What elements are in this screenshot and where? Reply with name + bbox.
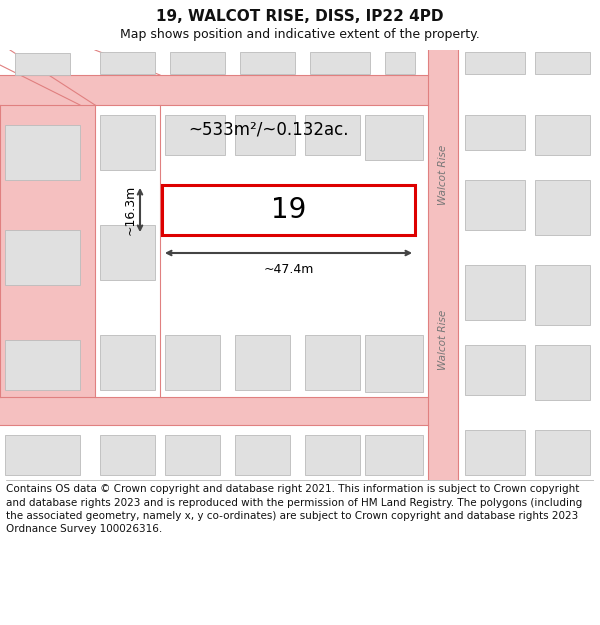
Text: ~16.3m: ~16.3m: [124, 185, 137, 235]
Bar: [100, 115, 155, 170]
Bar: [465, 115, 525, 150]
Bar: [535, 430, 590, 475]
Bar: [5, 125, 80, 180]
Bar: [305, 335, 360, 390]
Bar: [465, 265, 525, 320]
Bar: [100, 52, 155, 74]
Bar: [365, 115, 423, 160]
Text: Walcot Rise: Walcot Rise: [438, 145, 448, 205]
Bar: [5, 340, 80, 390]
Bar: [162, 185, 415, 235]
Bar: [165, 335, 220, 390]
Text: Walcot Rise: Walcot Rise: [438, 310, 448, 370]
Bar: [465, 430, 525, 475]
Bar: [535, 115, 590, 155]
Bar: [365, 335, 423, 392]
Bar: [240, 52, 295, 74]
Bar: [310, 52, 370, 74]
Text: 19: 19: [271, 196, 306, 224]
Bar: [385, 52, 415, 74]
Bar: [235, 435, 290, 475]
Bar: [235, 115, 295, 155]
Text: Contains OS data © Crown copyright and database right 2021. This information is : Contains OS data © Crown copyright and d…: [6, 484, 582, 534]
Bar: [428, 50, 458, 480]
Bar: [100, 335, 155, 390]
Bar: [5, 230, 80, 285]
Bar: [305, 115, 360, 155]
Bar: [235, 335, 290, 390]
Bar: [15, 53, 70, 75]
Bar: [0, 75, 428, 105]
Bar: [535, 265, 590, 325]
Bar: [365, 435, 423, 475]
Text: Map shows position and indicative extent of the property.: Map shows position and indicative extent…: [120, 28, 480, 41]
Bar: [305, 435, 360, 475]
Bar: [535, 52, 590, 74]
Bar: [165, 115, 225, 155]
Bar: [465, 345, 525, 395]
Bar: [165, 435, 220, 475]
Bar: [535, 180, 590, 235]
Bar: [5, 435, 80, 475]
Text: 19, WALCOT RISE, DISS, IP22 4PD: 19, WALCOT RISE, DISS, IP22 4PD: [156, 9, 444, 24]
Bar: [465, 180, 525, 230]
Bar: [170, 52, 225, 74]
Bar: [535, 345, 590, 400]
Bar: [0, 397, 428, 425]
Bar: [100, 225, 155, 280]
Bar: [100, 435, 155, 475]
Bar: [0, 105, 95, 397]
Text: ~47.4m: ~47.4m: [263, 263, 314, 276]
Text: ~533m²/~0.132ac.: ~533m²/~0.132ac.: [188, 121, 349, 139]
Bar: [465, 52, 525, 74]
